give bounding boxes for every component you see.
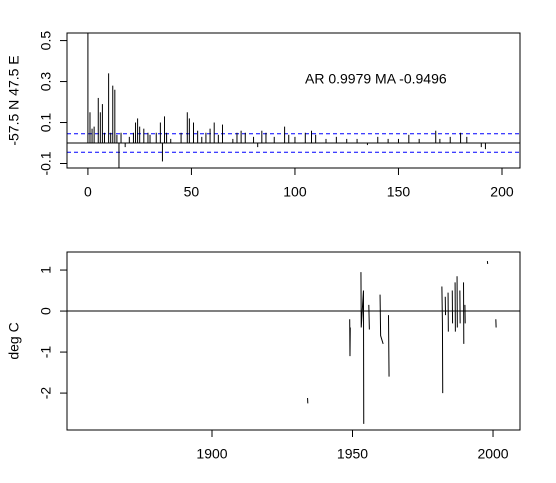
plot-box xyxy=(66,251,521,431)
y-tick-label: 1 xyxy=(38,266,54,274)
plot-area xyxy=(67,33,520,168)
x-tick-label: 1950 xyxy=(337,446,368,462)
plot-box xyxy=(66,32,521,169)
x-tick-label: 0 xyxy=(84,184,92,200)
y-tick-label: -2 xyxy=(38,387,54,400)
y-tick-label: -0.1 xyxy=(38,151,54,175)
y-tick-label: 0 xyxy=(38,307,54,315)
x-tick-label: 100 xyxy=(283,184,307,200)
y-tick-label: 0.3 xyxy=(38,72,54,92)
y-tick-label: 0.5 xyxy=(38,31,54,51)
x-tick-label: 50 xyxy=(184,184,200,200)
y-tick-label: 0.1 xyxy=(38,113,54,133)
y-tick-label: -1 xyxy=(38,346,54,359)
y-axis-label: deg C xyxy=(6,322,22,359)
series-line xyxy=(307,260,497,424)
y-axis-label: -57.5 N 47.5 E xyxy=(6,55,22,145)
plot-area xyxy=(67,260,520,424)
x-tick-label: 1900 xyxy=(196,446,227,462)
x-tick-label: 200 xyxy=(490,184,514,200)
x-tick-label: 150 xyxy=(387,184,411,200)
annotation: AR 0.9979 MA -0.9496 xyxy=(305,71,447,87)
x-tick-label: 2000 xyxy=(477,446,508,462)
